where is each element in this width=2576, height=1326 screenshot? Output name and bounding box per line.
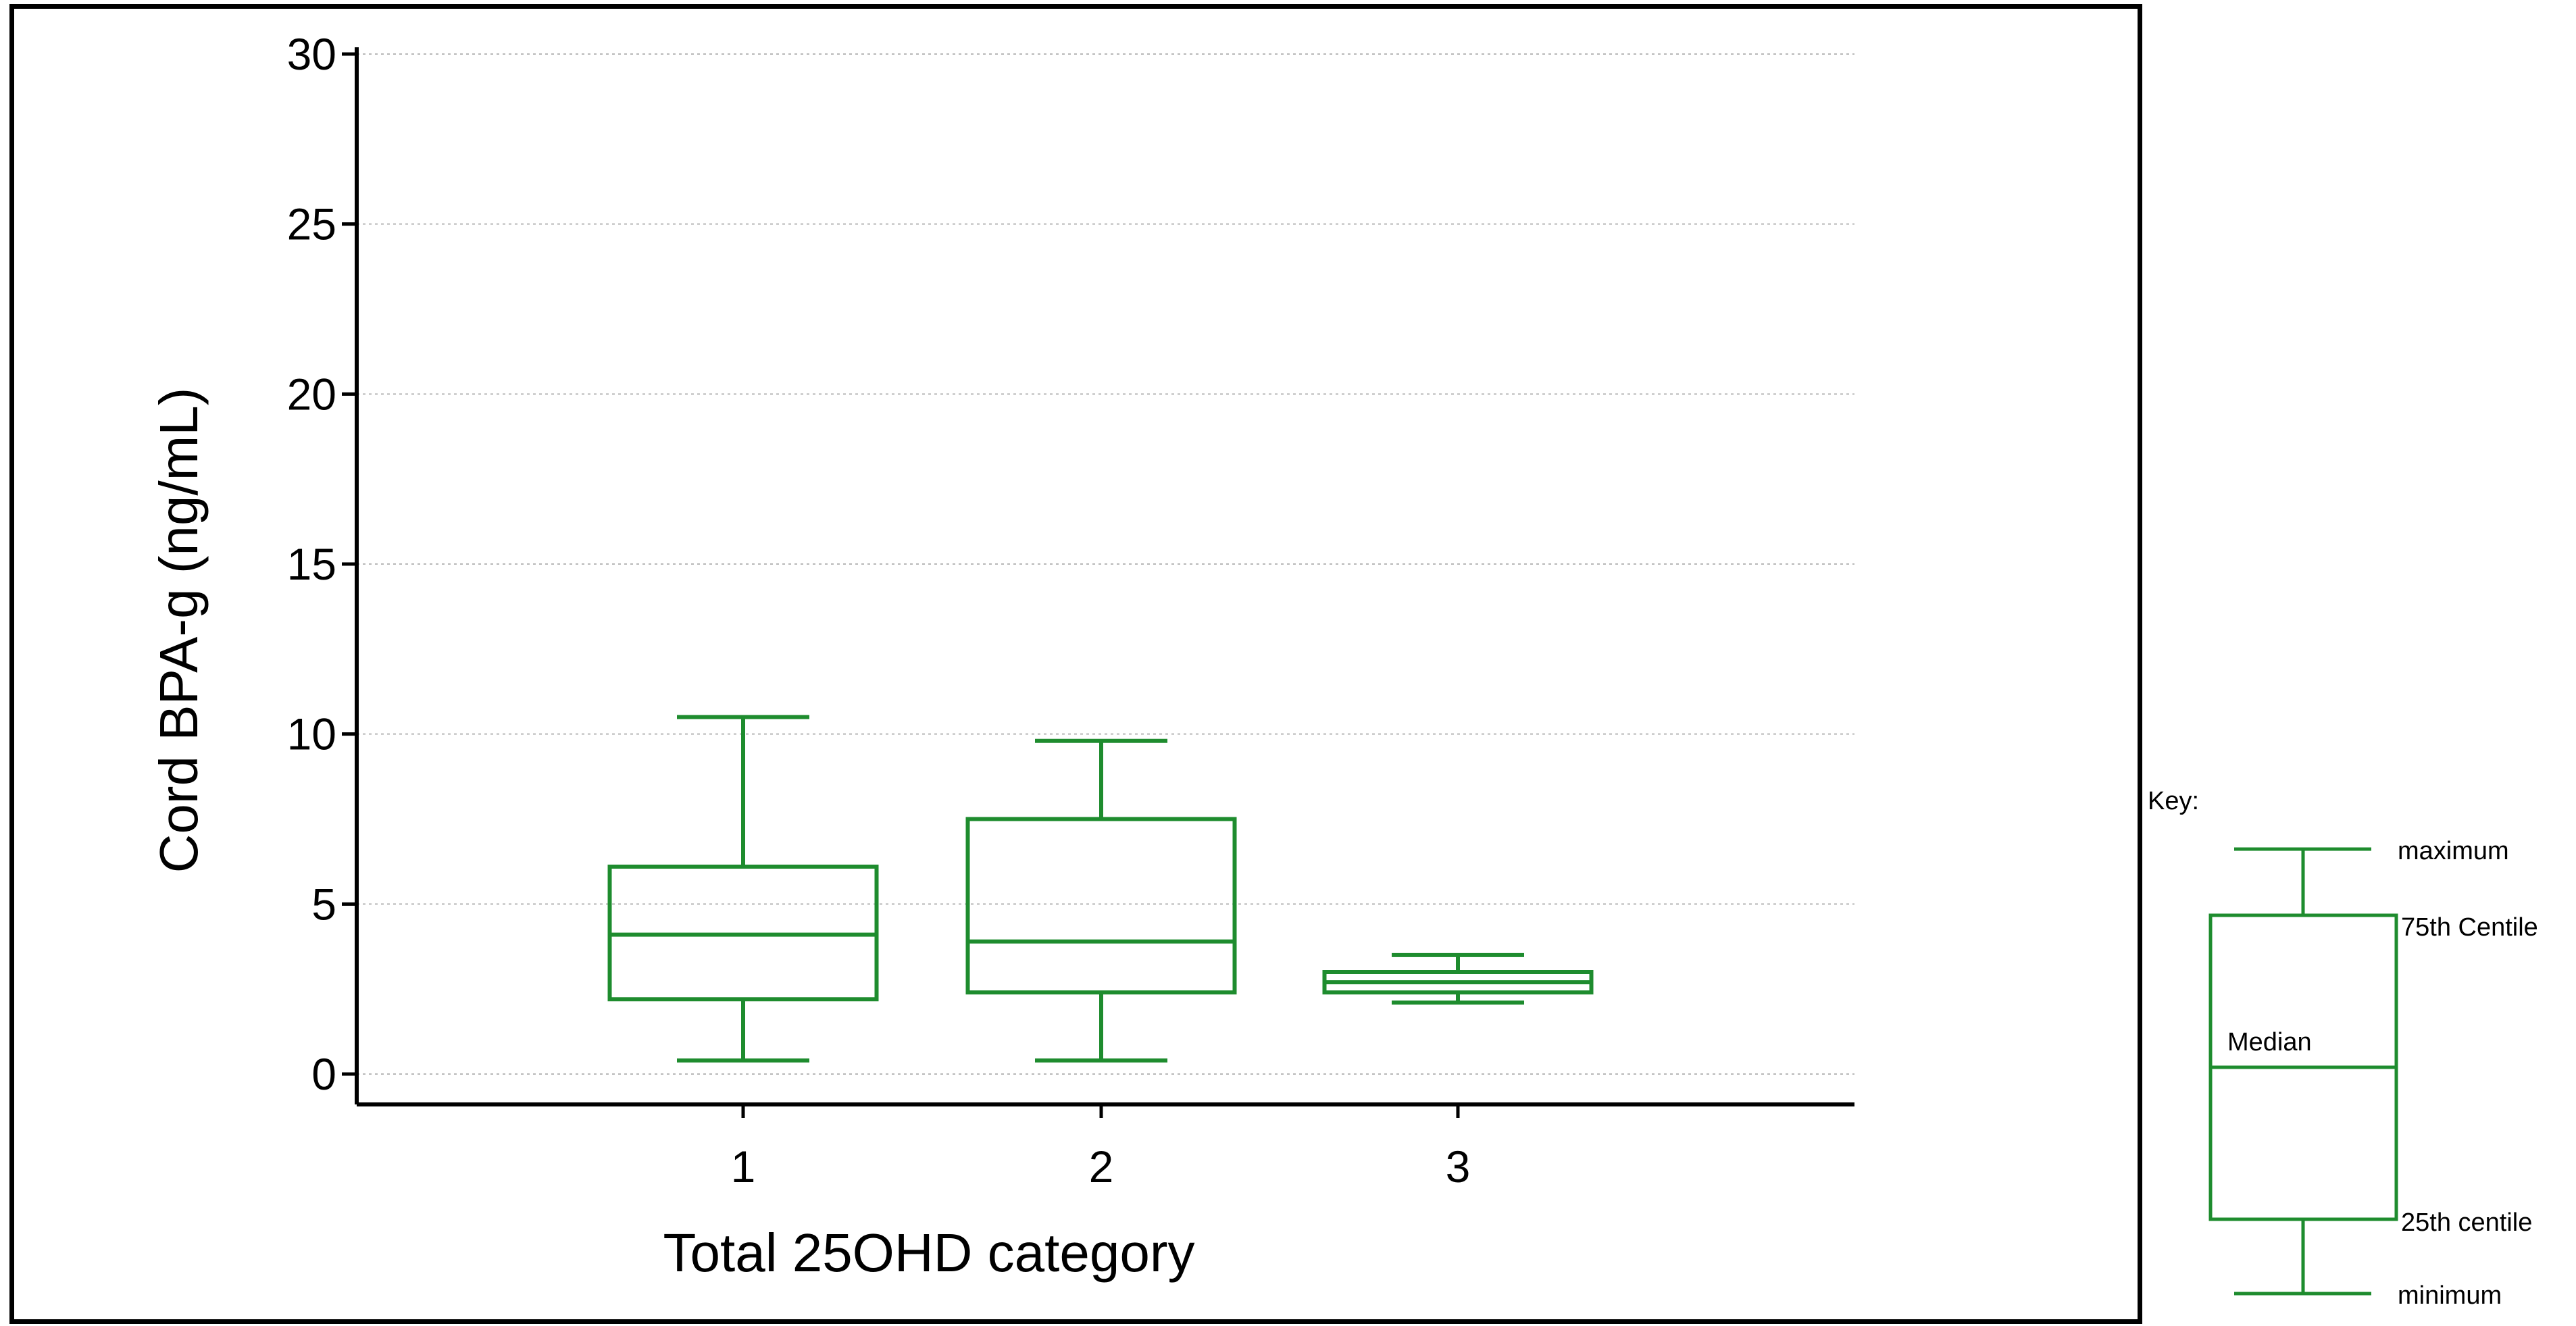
key-25th-centile-label: 25th centile xyxy=(2401,1208,2532,1237)
y-axis-title: Cord BPA-g (ng/mL) xyxy=(149,388,209,873)
axes xyxy=(355,47,1854,1106)
iqr-box xyxy=(965,817,1237,995)
box-plot-3 xyxy=(1322,952,1594,1005)
y-tick-label: 25 xyxy=(287,199,336,249)
boxes xyxy=(607,715,1594,1063)
box-plot-2 xyxy=(965,738,1237,1063)
key-median-label: Median xyxy=(2227,1028,2312,1056)
key-75th-centile-label: 75th Centile xyxy=(2401,913,2538,942)
y-tick-label: 30 xyxy=(287,29,336,79)
grid-lines xyxy=(357,53,1854,1075)
x-tick-label: 2 xyxy=(1089,1142,1114,1192)
y-tick-label: 20 xyxy=(287,369,336,419)
y-tick-label: 15 xyxy=(287,539,336,589)
x-tick-label: 1 xyxy=(731,1142,756,1192)
x-tick-label: 3 xyxy=(1446,1142,1471,1192)
key-legend: Key: maximum 75th Centile Median 25th ce… xyxy=(2148,787,2538,1310)
key-title: Key: xyxy=(2148,787,2199,815)
box-plot-1 xyxy=(607,715,879,1063)
y-axis-ticks: 0 5 10 15 20 25 30 xyxy=(287,29,357,1099)
y-tick-label: 5 xyxy=(311,879,336,929)
x-axis-title: Total 25OHD category xyxy=(663,1223,1194,1283)
y-tick-label: 10 xyxy=(287,709,336,759)
key-maximum-label: maximum xyxy=(2398,837,2509,865)
key-minimum-label: minimum xyxy=(2398,1281,2502,1310)
x-axis-ticks: 1 2 3 xyxy=(731,1104,1471,1192)
y-tick-label: 0 xyxy=(311,1049,336,1099)
key-box-diagram xyxy=(2208,847,2398,1296)
